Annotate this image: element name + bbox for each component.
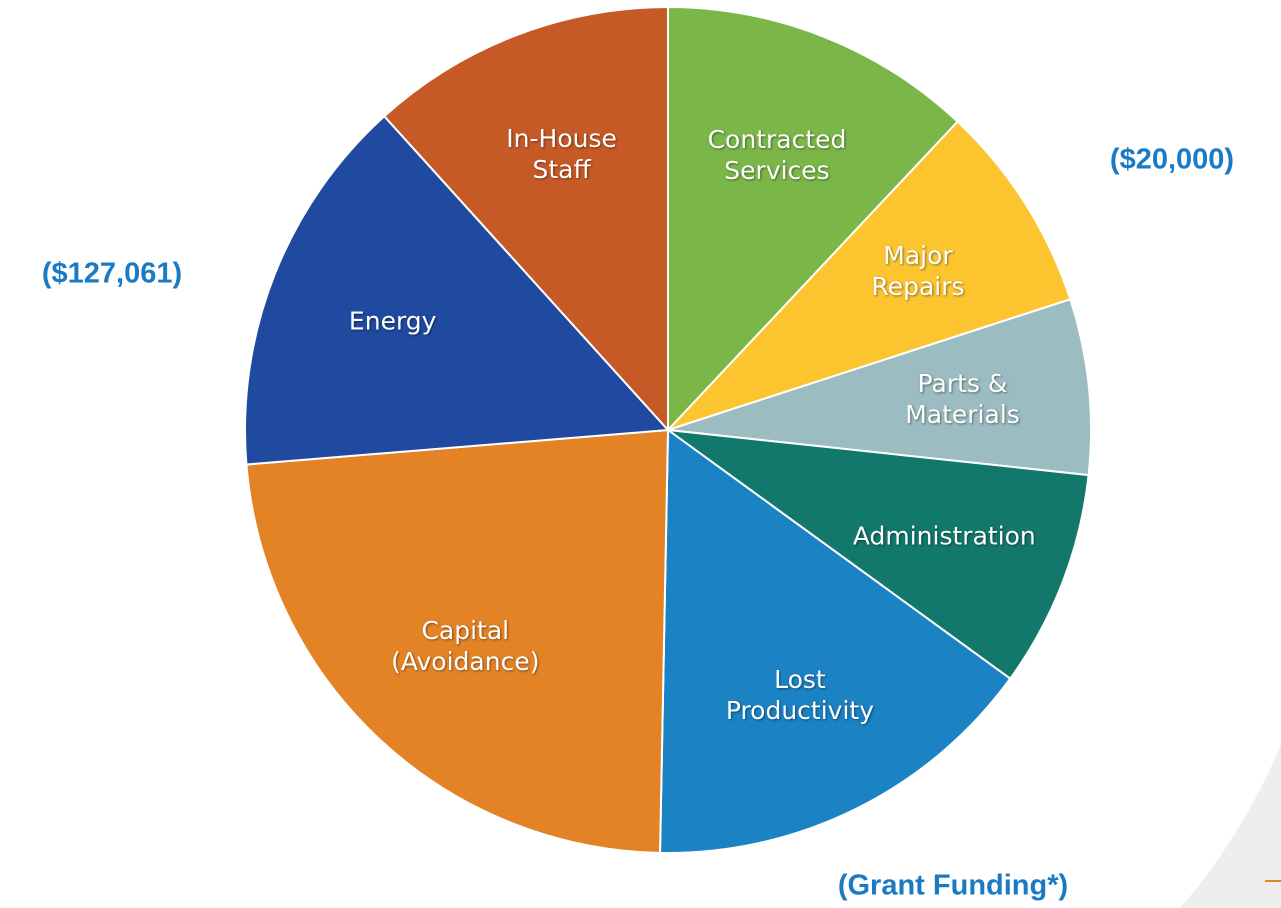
slice	[659, 428, 1012, 854]
decoration	[1180, 745, 1281, 908]
slice	[244, 114, 671, 466]
slice	[382, 5, 669, 433]
annotation: (Grant Funding*)	[837, 869, 1069, 902]
slice-label: Lost Productivity	[725, 665, 875, 726]
slice-label: Energy	[348, 306, 437, 336]
slice	[667, 298, 1092, 477]
pie	[244, 5, 1092, 854]
slice-label: Parts & Materials	[905, 369, 1020, 430]
slice-label: Capital (Avoidance)	[391, 615, 540, 676]
annotation: ($127,061)	[41, 257, 183, 290]
annotation: ($20,000)	[1109, 143, 1235, 176]
slice	[667, 120, 1072, 431]
slice-label: In-House Staff	[506, 123, 617, 184]
slice	[664, 428, 1090, 681]
slice	[245, 428, 670, 854]
slice-label: Administration	[852, 521, 1036, 551]
slice-label: Major Repairs	[871, 241, 965, 302]
slice	[667, 5, 959, 433]
slice-label: Contracted Services	[707, 124, 847, 185]
